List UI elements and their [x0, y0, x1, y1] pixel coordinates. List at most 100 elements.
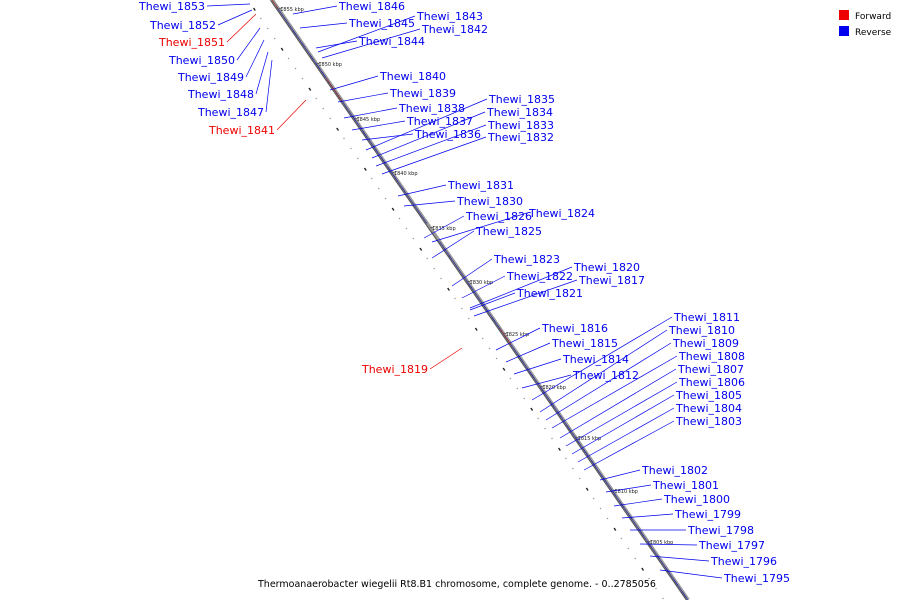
leader-line [351, 120, 406, 131]
minor-feature-mark [308, 87, 312, 91]
leader-line [513, 358, 562, 375]
reverse-gene [439, 241, 451, 258]
minor-feature-mark [585, 487, 589, 491]
gene-label: Thewi_1837 [406, 115, 473, 128]
minor-feature-mark [648, 577, 651, 580]
gene-label: Thewi_1798 [687, 524, 754, 537]
gene-label: Thewi_1821 [516, 287, 583, 300]
leader-line [317, 15, 416, 53]
leader-line [361, 133, 414, 141]
leader-line [255, 51, 269, 95]
minor-feature-mark [578, 477, 581, 480]
scale-tick-mark [316, 62, 322, 65]
leader-line [571, 394, 675, 455]
minor-feature-mark [474, 327, 478, 331]
gene-label: Thewi_1819 [361, 363, 428, 376]
gene-label: Thewi_1797 [698, 539, 765, 552]
leader-line [545, 342, 672, 421]
minor-feature-mark [398, 217, 401, 220]
gene-label: Thewi_1853 [138, 0, 205, 13]
minor-feature-mark [405, 227, 408, 230]
scale-tick-mark [467, 280, 473, 283]
leader-line [431, 212, 528, 243]
gene-label: Thewi_1845 [348, 17, 415, 30]
minor-feature-mark [537, 417, 540, 420]
minor-feature-mark [516, 387, 519, 390]
legend: Forward Reverse [839, 10, 892, 38]
minor-feature-mark [592, 497, 595, 500]
gene-label: Thewi_1850 [168, 54, 235, 67]
gene-label: Thewi_1834 [486, 106, 553, 119]
minor-feature-mark [551, 437, 553, 440]
minor-feature-mark [315, 97, 318, 100]
minor-feature-mark [280, 47, 284, 51]
gene-label: Thewi_1840 [379, 70, 446, 83]
minor-feature-mark [502, 367, 506, 371]
leader-line [559, 368, 677, 439]
gene-label: Thewi_1808 [678, 350, 745, 363]
leader-line [315, 40, 358, 49]
leader-line [321, 28, 421, 59]
leader-line [226, 13, 257, 43]
minor-feature-mark [564, 457, 567, 460]
legend-reverse-label: Reverse [855, 28, 892, 38]
gene-label: Thewi_1839 [389, 87, 456, 100]
scale-ticks: 1855 kbp 1850 kbp 1845 kbp 1840 kbp 1835 kbp… [278, 7, 673, 546]
minor-feature-mark [384, 197, 387, 200]
minor-feature-mark [495, 357, 498, 360]
minor-feature-mark [370, 177, 373, 180]
minor-feature-mark [634, 557, 637, 560]
leader-line [431, 230, 475, 259]
scale-tick-label: 1820 kbp [542, 385, 566, 391]
leader-line [531, 316, 673, 401]
gene-label: Thewi_1804 [675, 402, 742, 415]
gene-label: Thewi_1831 [447, 179, 514, 192]
leader-line [423, 215, 465, 239]
axis-edge [270, 0, 687, 600]
gene-labels: Thewi_1846 Thewi_1845 Thewi_1844 Thewi_1843… [138, 0, 790, 585]
forward-gene [326, 78, 342, 101]
leader-line [551, 355, 678, 429]
gene-label: Thewi_1820 [573, 261, 640, 274]
minor-feature-mark [655, 587, 657, 590]
scale-tick-mark [540, 385, 546, 388]
gene-label: Thewi_1844 [358, 35, 425, 48]
leader-line [605, 484, 652, 493]
minor-feature-mark [481, 337, 484, 340]
leader-line [583, 420, 675, 471]
minor-feature-mark [620, 537, 623, 540]
scale-tick-mark [354, 117, 360, 120]
gene-label: Thewi_1809 [672, 337, 739, 350]
map-caption: Thermoanaerobacter wiegelii Rt8.B1 chrom… [257, 579, 656, 590]
gene-features [271, 0, 689, 600]
leader-line [206, 3, 251, 7]
minor-feature-mark [523, 397, 526, 400]
gene-label: Thewi_1851 [158, 36, 225, 49]
minor-feature-mark [558, 447, 561, 451]
gene-label: Thewi_1826 [465, 210, 532, 223]
minor-feature-mark [259, 17, 262, 20]
minor-feature-mark [641, 567, 645, 571]
gene-label: Thewi_1810 [668, 324, 735, 337]
scale-tick-label: 1835 kbp [432, 226, 456, 232]
gene-label: Thewi_1846 [338, 0, 405, 13]
gene-label: Thewi_1801 [652, 479, 719, 492]
gene-label: Thewi_1811 [673, 311, 740, 324]
gene-label: Thewi_1806 [678, 376, 745, 389]
minor-feature-mark [467, 317, 470, 320]
leader-line [299, 22, 348, 29]
minor-feature-mark [544, 427, 547, 430]
gene-label: Thewi_1849 [177, 71, 244, 84]
legend-forward-label: Forward [855, 12, 891, 22]
minor-feature-mark [662, 597, 664, 600]
minor-feature-mark [447, 287, 450, 291]
minor-feature-mark [391, 207, 395, 211]
gene-label: Thewi_1852 [149, 19, 216, 32]
leader-line [577, 407, 675, 463]
minor-feature-mark [356, 157, 359, 160]
leader-line [217, 9, 253, 26]
minor-feature-mark [350, 147, 352, 150]
gene-label: Thewi_1817 [578, 274, 645, 287]
leader-line [539, 329, 668, 413]
